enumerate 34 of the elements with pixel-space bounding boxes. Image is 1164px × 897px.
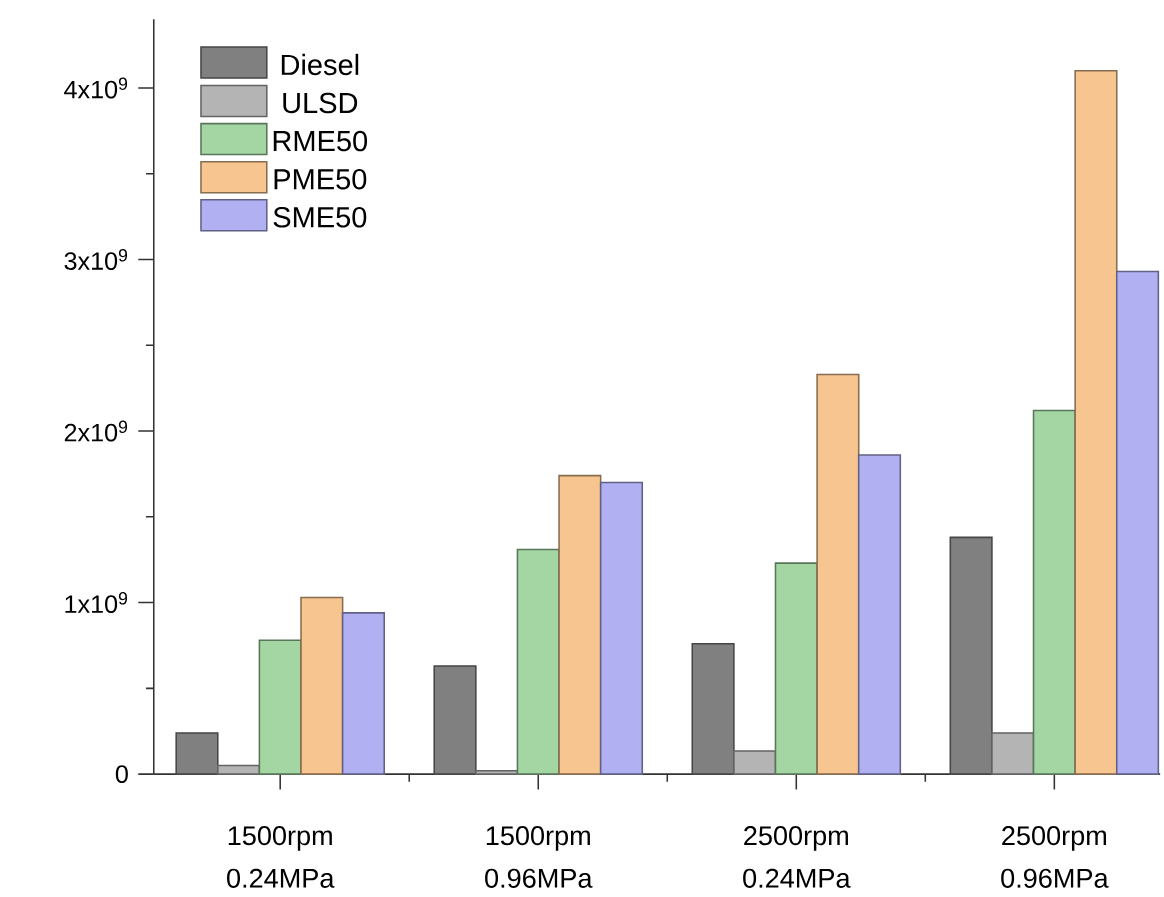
bar <box>733 750 777 775</box>
bar <box>816 373 860 775</box>
bar <box>599 481 644 775</box>
x-tick-label: 1500rpm 0.96MPa <box>485 826 593 888</box>
bar <box>475 769 519 775</box>
bar <box>516 548 560 775</box>
bar <box>433 665 477 775</box>
y-tick-label: 1x10$^{9}$ <box>65 592 128 614</box>
x-tick-label: 1500rpm 0.24MPa <box>227 826 335 888</box>
y-tick-label: 3x10$^{9}$ <box>64 249 128 271</box>
bar <box>774 562 818 775</box>
bar <box>175 732 219 775</box>
y-tick-label: 0 <box>115 765 128 784</box>
bar <box>991 732 1035 775</box>
bar <box>1115 270 1160 775</box>
bar <box>341 612 385 775</box>
bar <box>217 764 261 775</box>
legend-label: ULSD <box>283 92 358 114</box>
x-tick-label: 2500rpm 0.96MPa <box>1001 826 1109 888</box>
bar <box>300 596 344 775</box>
legend-label: RME50 <box>273 130 368 152</box>
bar <box>258 639 302 775</box>
bar <box>691 643 735 775</box>
bar <box>558 474 602 775</box>
legend-label: PME50 <box>274 168 367 190</box>
bar <box>1032 409 1076 775</box>
legend-label: Diesel <box>281 53 359 76</box>
bar <box>949 536 993 775</box>
legend-label: SME50 <box>273 207 367 228</box>
x-tick-label: 2500rpm 0.24MPa <box>743 826 851 888</box>
bar <box>857 454 902 775</box>
bar <box>1074 70 1118 775</box>
y-tick-label: 4x10$^{9}$ <box>64 77 128 99</box>
y-tick-label: 2x10$^{9}$ <box>64 420 128 442</box>
